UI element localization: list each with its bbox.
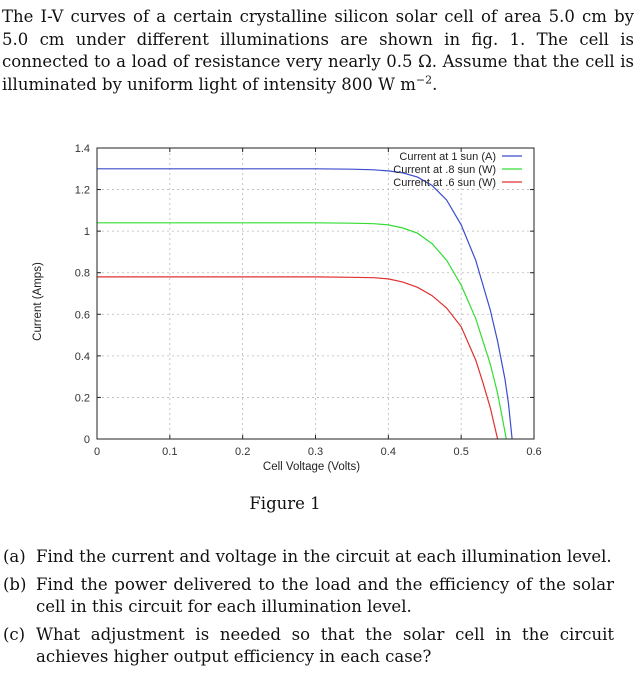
x-tick-label: 0.1 <box>162 446 177 458</box>
x-axis-label: Cell Voltage (Volts) <box>263 461 360 473</box>
question-b: (b) Find the power delivered to the load… <box>0 574 640 618</box>
legend-label-3: Current at .6 sun (W) <box>393 177 496 189</box>
chart-legend: Current at 1 sun (A)Current at .8 sun (W… <box>393 151 522 189</box>
y-tick-label: 1 <box>84 226 90 238</box>
intro-text-end: . <box>432 74 438 94</box>
question-tag: (c) <box>3 625 26 644</box>
series-line-1 <box>97 168 513 440</box>
legend-label-2: Current at .8 sun (W) <box>393 164 496 176</box>
problem-statement: The I-V curves of a certain crystalline … <box>0 0 640 96</box>
plot-frame <box>96 147 535 440</box>
series-line-3 <box>97 276 499 440</box>
x-tick-label: 0.4 <box>381 446 396 458</box>
intro-paragraph: The I-V curves of a certain crystalline … <box>0 6 640 96</box>
y-tick-label: 0.2 <box>75 392 90 404</box>
question-tag: (a) <box>3 547 26 566</box>
y-tick-label: 0 <box>84 434 90 446</box>
question-c: (c) What adjustment is needed so that th… <box>0 624 640 668</box>
y-tick-label: 1.4 <box>75 143 90 155</box>
x-tick-label: 0.6 <box>526 446 541 458</box>
x-tick-label: 0.3 <box>308 446 323 458</box>
question-text: Find the current and voltage in the circ… <box>36 547 612 566</box>
question-text: What adjustment is needed so that the so… <box>36 625 614 666</box>
iv-curve-chart: 0 0.1 0.2 0.3 0.4 0.5 0.600.20.40.60.811.21.4 … <box>32 143 542 473</box>
question-tag: (b) <box>3 575 27 594</box>
series-line-2 <box>97 222 507 440</box>
legend-label-1: Current at 1 sun (A) <box>399 151 496 163</box>
chart-grid <box>96 147 535 440</box>
question-a: (a) Find the current and voltage in the … <box>0 546 640 568</box>
chart-ticks: 0 0.1 0.2 0.3 0.4 0.5 0.6 0 0.2 0.4 0.6 0.8 1 1.2 1.4 <box>75 143 542 458</box>
intro-text: The I-V curves of a certain crystalline … <box>2 7 634 94</box>
question-list: (a) Find the current and voltage in the … <box>0 546 640 674</box>
y-tick-label: 0.4 <box>75 351 90 363</box>
y-tick-label: 0.6 <box>75 309 90 321</box>
y-axis-label: Current (Amps) <box>32 262 44 341</box>
x-tick-label: 0.5 <box>454 446 469 458</box>
figure-caption: Figure 1 <box>249 494 321 513</box>
intro-superscript: −2 <box>415 73 433 86</box>
y-tick-label: 1.2 <box>75 185 90 197</box>
x-tick-label: 0 <box>94 446 100 458</box>
x-tick-label: 0.2 <box>235 446 250 458</box>
chart-series <box>97 168 513 440</box>
y-tick-label: 0.8 <box>75 268 90 280</box>
question-text: Find the power delivered to the load and… <box>36 575 614 616</box>
